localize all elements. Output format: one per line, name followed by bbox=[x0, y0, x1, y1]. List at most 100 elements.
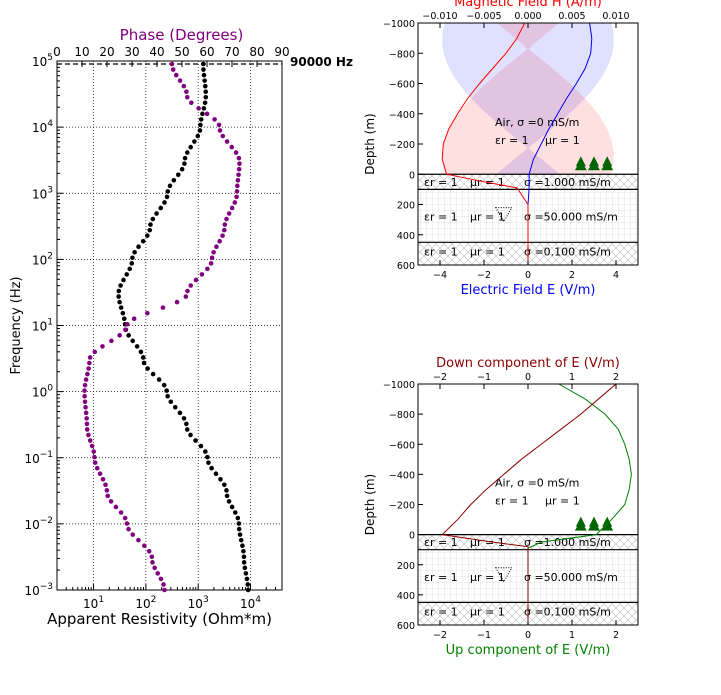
phase-tick-label: 80 bbox=[249, 45, 264, 59]
data-point bbox=[86, 366, 91, 371]
layer-mu-label: μr = 1 bbox=[470, 245, 505, 258]
data-point bbox=[131, 316, 137, 322]
data-point bbox=[240, 543, 245, 549]
layer-sigma-label: σ =0.100 mS/m bbox=[524, 245, 611, 258]
data-point bbox=[105, 493, 111, 499]
y-tick-label: 600 bbox=[397, 261, 415, 272]
data-point bbox=[232, 510, 238, 515]
data-point bbox=[136, 244, 141, 250]
data-point bbox=[124, 521, 130, 526]
fields-top-chart: Air, σ =0 mS/m εr = 1 μr = 1 εr = 1 μr = 1 σ … bbox=[363, 0, 639, 298]
y-tick-label: 101 bbox=[32, 318, 53, 334]
data-point bbox=[237, 532, 243, 537]
y-tick-label: 200 bbox=[397, 561, 415, 572]
data-point bbox=[149, 554, 155, 560]
data-point bbox=[140, 238, 146, 244]
data-point bbox=[92, 460, 98, 465]
data-point bbox=[130, 338, 136, 344]
data-point bbox=[222, 227, 227, 233]
data-point bbox=[84, 421, 90, 427]
data-point bbox=[92, 349, 98, 355]
data-point bbox=[87, 438, 93, 443]
data-point bbox=[168, 399, 174, 405]
data-point bbox=[201, 72, 207, 78]
tree-icon bbox=[574, 160, 587, 171]
data-point bbox=[150, 216, 156, 222]
data-point bbox=[192, 139, 197, 144]
y-tick-label: −600 bbox=[389, 440, 415, 451]
data-point bbox=[236, 166, 242, 172]
layer-sigma-label: σ =1.000 mS/m bbox=[524, 176, 611, 189]
layer-mu-label: μr = 1 bbox=[470, 211, 505, 224]
data-point bbox=[175, 172, 181, 178]
y-tick-label: 0 bbox=[409, 170, 415, 181]
data-point bbox=[206, 460, 211, 465]
data-point bbox=[170, 67, 176, 72]
data-point bbox=[172, 404, 178, 410]
data-point bbox=[179, 166, 185, 172]
data-point bbox=[94, 465, 100, 471]
layer-eps-label: εr = 1 bbox=[424, 176, 458, 189]
x-tick-label: −2 bbox=[477, 270, 491, 281]
data-point bbox=[224, 139, 230, 144]
data-point bbox=[154, 211, 159, 216]
data-point bbox=[113, 504, 119, 510]
y-axis-title: Depth (m) bbox=[363, 113, 377, 174]
data-point bbox=[121, 316, 127, 322]
data-point bbox=[229, 205, 235, 211]
data-point bbox=[171, 177, 177, 183]
x-tick-label: 103 bbox=[188, 595, 209, 611]
air-eps-label: εr = 1 bbox=[495, 495, 529, 508]
x-tick-label: 2 bbox=[569, 270, 575, 281]
data-point bbox=[189, 100, 194, 106]
series-line bbox=[527, 383, 632, 625]
data-point bbox=[126, 333, 131, 338]
data-point bbox=[198, 117, 204, 122]
data-point bbox=[124, 321, 130, 327]
data-point bbox=[161, 582, 166, 587]
tree-icon bbox=[601, 160, 614, 171]
y-axis-title: Frequency (Hz) bbox=[9, 276, 24, 374]
data-point bbox=[177, 78, 183, 83]
data-point bbox=[198, 122, 203, 128]
data-point bbox=[162, 200, 167, 205]
data-point bbox=[144, 233, 150, 238]
data-point bbox=[82, 382, 88, 388]
layer-sigma-label: σ =50.000 mS/m bbox=[524, 211, 618, 224]
data-point bbox=[229, 144, 235, 150]
data-point bbox=[85, 371, 90, 377]
y-tick-label: 104 bbox=[32, 119, 53, 135]
x-tick-label: 4 bbox=[613, 270, 619, 281]
x-axis-title: Electric Field E (V/m) bbox=[461, 283, 596, 298]
data-point bbox=[236, 155, 242, 161]
phase-tick-label: 10 bbox=[74, 45, 89, 59]
layer-mu-label: μr = 1 bbox=[470, 571, 505, 584]
top-tick-label: −0.010 bbox=[422, 11, 457, 22]
data-point bbox=[140, 355, 146, 360]
data-point bbox=[142, 543, 147, 549]
y-tick-label: −800 bbox=[389, 49, 415, 60]
phase-tick-label: 90 bbox=[274, 45, 289, 59]
layer-eps-label: εr = 1 bbox=[424, 605, 458, 618]
layer-mu-label: μr = 1 bbox=[470, 605, 505, 618]
data-point bbox=[202, 83, 208, 89]
data-point bbox=[136, 537, 141, 543]
data-point bbox=[152, 565, 157, 571]
data-point bbox=[201, 106, 207, 111]
layer-1-fill bbox=[418, 174, 638, 190]
data-point bbox=[126, 526, 131, 532]
y-tick-label: −1000 bbox=[383, 380, 415, 391]
data-point bbox=[134, 344, 140, 349]
top-axis-title: Down component of E (V/m) bbox=[436, 356, 620, 371]
phase-axis-title: Phase (Degrees) bbox=[120, 26, 244, 44]
electric-field-envelope bbox=[442, 23, 614, 175]
data-point bbox=[226, 211, 232, 216]
data-point bbox=[224, 493, 230, 499]
data-point bbox=[236, 172, 241, 178]
data-point bbox=[188, 144, 193, 150]
data-point bbox=[83, 410, 89, 416]
data-point bbox=[203, 89, 209, 95]
data-point bbox=[211, 249, 216, 255]
